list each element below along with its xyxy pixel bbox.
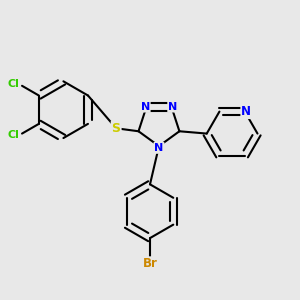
Text: S: S: [112, 122, 121, 135]
Text: Br: Br: [142, 257, 158, 270]
Text: N: N: [241, 105, 251, 118]
Text: Cl: Cl: [7, 79, 19, 89]
Text: N: N: [140, 102, 150, 112]
Text: Cl: Cl: [7, 130, 19, 140]
Text: N: N: [154, 143, 164, 153]
Text: N: N: [168, 102, 177, 112]
